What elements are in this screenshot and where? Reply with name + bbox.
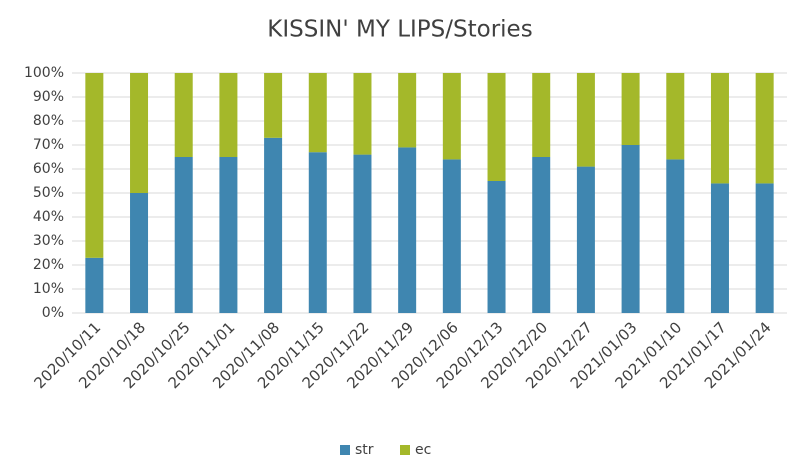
bar-segment [398,73,417,148]
bar-segment [621,145,640,313]
bar-segment [85,257,104,313]
bar-segment [621,73,640,145]
y-tick-label: 90% [33,89,64,105]
bar-segment [353,154,372,313]
y-tick-label: 80% [33,113,64,129]
bar-segment [398,147,417,313]
y-tick-label: 60% [33,161,64,177]
bar-segment [755,183,774,313]
bar-segment [710,183,729,313]
y-tick-label: 70% [33,137,64,153]
bar-segment [308,73,327,153]
bar-segment [576,166,595,313]
bar-segment [174,73,193,157]
y-tick-label: 50% [33,185,64,201]
bar-segment [576,73,595,167]
y-tick-label: 40% [33,209,64,225]
bar-segment [85,73,104,258]
chart-title: KISSIN' MY LIPS/Stories [267,17,532,43]
bar-segment [666,73,685,160]
y-tick-label: 100% [24,65,64,81]
bar-segment [442,73,461,160]
y-tick-label: 0% [42,305,64,321]
legend-label: ec [415,442,431,458]
y-tick-label: 30% [33,233,64,249]
bar-segment [532,73,551,157]
bar-segment [666,159,685,313]
bar-segment [130,193,149,313]
bar-segment [308,152,327,313]
bar-segment [755,73,774,184]
bar-segment [174,157,193,313]
bar-segment [487,73,506,181]
bar-segment [219,157,238,313]
bar-segment [130,73,149,193]
bar-segment [264,73,283,138]
legend-swatch [400,445,410,455]
bar-segment [353,73,372,155]
bar-segment [219,73,238,157]
bar-segment [710,73,729,184]
bar-segment [264,137,283,313]
bar-segment [532,157,551,313]
legend-label: str [355,442,374,458]
bar-segment [487,181,506,313]
legend-swatch [340,445,350,455]
y-tick-label: 20% [33,257,64,273]
y-tick-label: 10% [33,281,64,297]
bar-segment [442,159,461,313]
